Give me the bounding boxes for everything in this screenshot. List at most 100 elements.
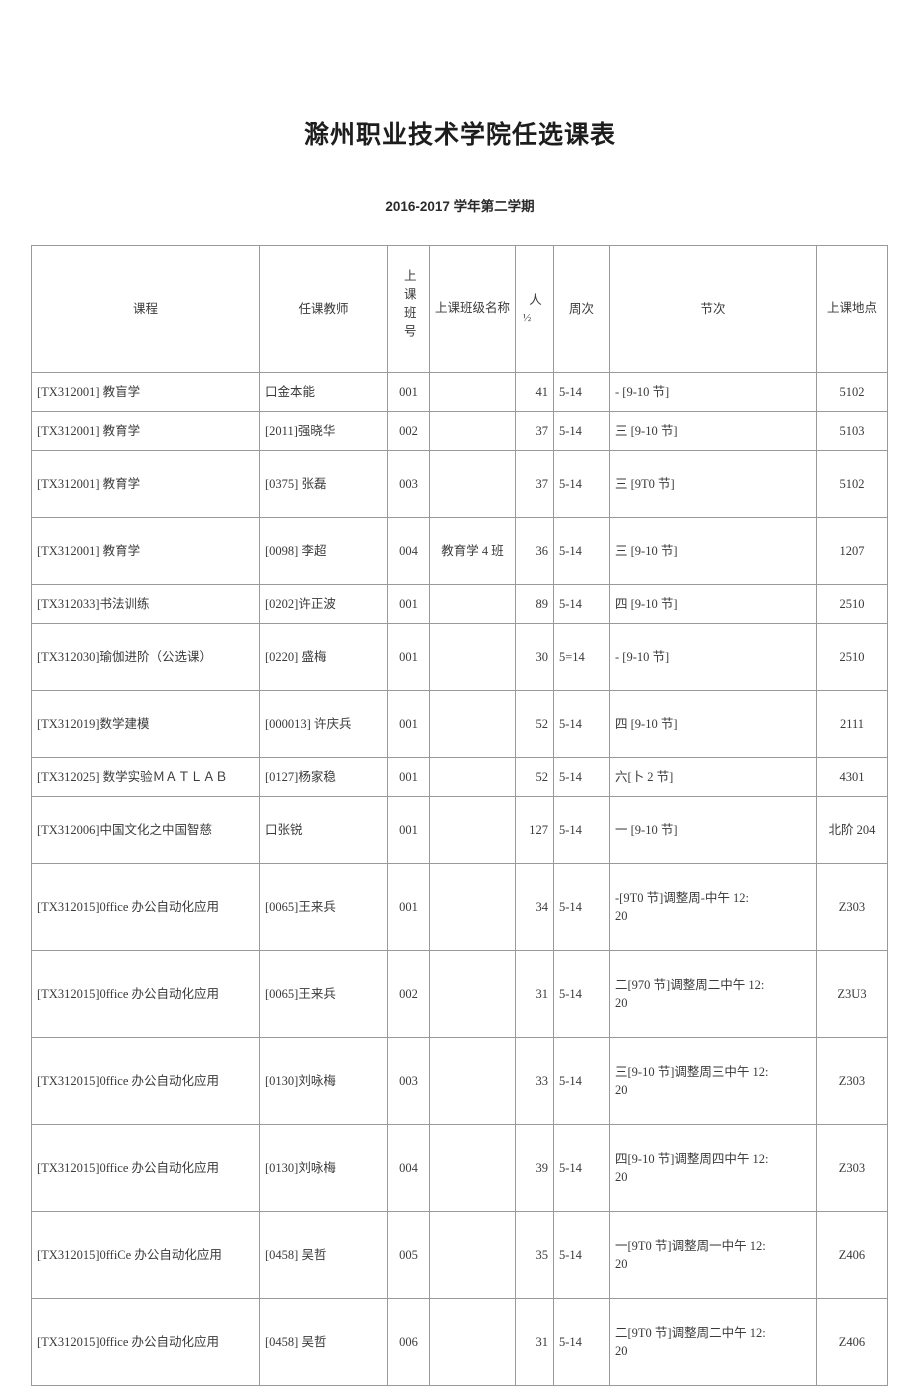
cell-periods-text-line2: 20 <box>615 1170 628 1184</box>
cell-course-text: [TX312015]0ffice 办公自动化应用 <box>37 899 220 914</box>
table-row: [TX312001] 教育学 [0375] 张磊 003 37 5-14 三 [9T0 节… <box>31 450 888 518</box>
cell-class-name: 教育学 4 班 <box>429 517 516 585</box>
cell-periods: 四 [9-10 节] <box>609 690 817 758</box>
cell-count-text: 41 <box>535 384 549 399</box>
cell-periods-text-line2: 20 <box>615 1257 628 1271</box>
cell-teacher: [0098] 李超 <box>259 517 388 585</box>
cell-course: [TX312001] 教育学 <box>31 411 260 451</box>
cell-class-name <box>429 1037 516 1125</box>
table-row: [TX312006]中国文化之中国智慈 口张锐 001 127 5-14 一 [9-10 … <box>31 796 888 864</box>
table-row: [TX312001] 教育学 [0098] 李超 004 教育学 4 班 36 5-14 三… <box>31 517 888 585</box>
cell-teacher: [2011]强晓华 <box>259 411 388 451</box>
cell-count: 52 <box>515 690 554 758</box>
column-header-class-name-label: 上课班级名称 <box>435 301 511 316</box>
cell-weeks: 5-14 <box>553 1211 610 1299</box>
cell-course-text: [TX312025] 数学实验ＭＡＴＬＡＢ <box>37 769 228 784</box>
cell-periods: 一 [9-10 节] <box>609 796 817 864</box>
cell-course-text: [TX312001] 教盲学 <box>37 384 141 399</box>
cell-periods-text: 二[970 节]调整周二中午 12: <box>615 977 765 992</box>
column-header-weeks-label: 周次 <box>568 301 594 316</box>
cell-periods: 三 [9T0 节] <box>609 450 817 518</box>
cell-count: 36 <box>515 517 554 585</box>
cell-course: [TX312033]书法训练 <box>31 584 260 624</box>
cell-periods: 一[9T0 节]调整周一中午 12: 20 <box>609 1211 817 1299</box>
cell-class-name <box>429 690 516 758</box>
cell-weeks: 5-14 <box>553 950 610 1038</box>
cell-weeks: 5-14 <box>553 690 610 758</box>
page-title: 滁州职业技术学院任选课表 <box>303 121 616 149</box>
cell-teacher-text: [000013] 许庆兵 <box>265 716 352 731</box>
cell-room: Z406 <box>816 1298 888 1386</box>
cell-room-text: Z303 <box>838 899 866 914</box>
page-subtitle: 2016-2017 学年第二学期 <box>385 199 535 214</box>
column-header-count-top: 人 <box>529 293 542 308</box>
cell-count-text: 31 <box>535 986 549 1001</box>
table-row: [TX312015]0ffice 办公自动化应用 [0065]王来兵 001 34 5-… <box>31 863 888 951</box>
cell-count: 30 <box>515 623 554 691</box>
cell-periods: 三[9-10 节]调整周三中午 12: 20 <box>609 1037 817 1125</box>
cell-weeks: 5-14 <box>553 450 610 518</box>
cell-class-no: 004 <box>387 1124 430 1212</box>
cell-teacher-text: [0458] 吴哲 <box>265 1334 327 1349</box>
column-header-periods: 节次 <box>609 245 817 373</box>
cell-weeks-text: 5-14 <box>559 986 582 1001</box>
cell-course-text: [TX312033]书法训练 <box>37 596 150 611</box>
cell-room-text: 5103 <box>839 423 865 438</box>
table-header-row: 课程 任课教师 上课班号 上课班级名称 人 ½ <box>31 245 888 373</box>
cell-teacher: [0458] 吴哲 <box>259 1298 388 1386</box>
cell-room-text: Z406 <box>838 1334 866 1349</box>
cell-count-text: 52 <box>535 769 549 784</box>
cell-periods: -[9T0 节]调整周-中午 12: 20 <box>609 863 817 951</box>
cell-class-no: 001 <box>387 372 430 412</box>
cell-teacher-text: [0127]杨家稳 <box>265 769 336 784</box>
cell-periods-text: 三 [9-10 节] <box>615 423 678 438</box>
cell-course: [TX312025] 数学实验ＭＡＴＬＡＢ <box>31 757 260 797</box>
cell-teacher-text: [0458] 吴哲 <box>265 1247 327 1262</box>
cell-periods-text: 三[9-10 节]调整周三中午 12: <box>615 1064 769 1079</box>
cell-periods: 四 [9-10 节] <box>609 584 817 624</box>
column-header-weeks: 周次 <box>553 245 610 373</box>
cell-room: Z303 <box>816 863 888 951</box>
cell-class-no: 004 <box>387 517 430 585</box>
cell-course-text: [TX312001] 教育学 <box>37 543 141 558</box>
cell-course: [TX312001] 教育学 <box>31 450 260 518</box>
cell-room-text: 5102 <box>839 476 865 491</box>
cell-periods: - [9-10 节] <box>609 623 817 691</box>
cell-count-text: 89 <box>535 596 549 611</box>
cell-weeks: 5-14 <box>553 863 610 951</box>
column-header-count: 人 ½ <box>515 245 554 373</box>
cell-teacher-text: [0098] 李超 <box>265 543 327 558</box>
cell-room: 1207 <box>816 517 888 585</box>
column-header-room: 上课地点 <box>816 245 888 373</box>
cell-weeks: 5-14 <box>553 1037 610 1125</box>
column-header-teacher-label: 任课教师 <box>298 301 349 316</box>
table-row: [TX312015]0ffice 办公自动化应用 [0130]刘咏梅 004 39 5-… <box>31 1124 888 1212</box>
column-header-periods-label: 节次 <box>700 301 726 316</box>
cell-count: 89 <box>515 584 554 624</box>
cell-periods: 三 [9-10 节] <box>609 517 817 585</box>
cell-teacher: [0065]王来兵 <box>259 950 388 1038</box>
cell-teacher: [0130]刘咏梅 <box>259 1124 388 1212</box>
cell-course: [TX312001] 教育学 <box>31 517 260 585</box>
cell-class-name <box>429 1298 516 1386</box>
cell-count: 33 <box>515 1037 554 1125</box>
cell-class-no: 002 <box>387 411 430 451</box>
cell-room-text: 1207 <box>839 543 865 558</box>
cell-class-no-text: 001 <box>399 822 418 837</box>
cell-class-no-text: 001 <box>399 649 418 664</box>
cell-count: 52 <box>515 757 554 797</box>
cell-class-name <box>429 1211 516 1299</box>
cell-room-text: 5102 <box>839 384 865 399</box>
cell-teacher-text: 口金本能 <box>265 384 316 399</box>
cell-class-name <box>429 450 516 518</box>
table-row: [TX312001] 教盲学 口金本能 001 41 5-14 - [9-10 节] 510… <box>31 372 888 412</box>
column-header-room-label: 上课地点 <box>826 301 877 316</box>
cell-course: [TX312030]瑜伽进阶（公选课） <box>31 623 260 691</box>
cell-room: Z406 <box>816 1211 888 1299</box>
cell-class-no-text: 001 <box>399 899 418 914</box>
table-row: [TX312033]书法训练 [0202]许正波 001 89 5-14 四 [9-10 … <box>31 584 888 624</box>
cell-class-no-text: 003 <box>399 1073 418 1088</box>
cell-teacher: [0130]刘咏梅 <box>259 1037 388 1125</box>
document-page: 滁州职业技术学院任选课表 2016-2017 学年第二学期 课程 任课教师 上课… <box>31 121 888 1386</box>
cell-course-text: [TX312015]0ffiCe 办公自动化应用 <box>37 1247 222 1262</box>
